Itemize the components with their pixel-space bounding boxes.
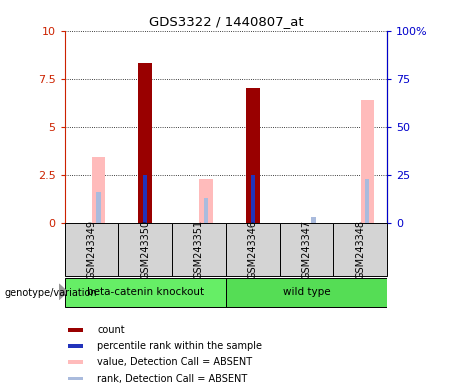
Text: wild type: wild type <box>283 287 331 297</box>
Title: GDS3322 / 1440807_at: GDS3322 / 1440807_at <box>148 15 303 28</box>
Bar <box>199 179 213 223</box>
Text: GSM243350: GSM243350 <box>140 220 150 279</box>
Text: GSM243348: GSM243348 <box>355 220 366 279</box>
Text: GSM243349: GSM243349 <box>86 220 96 279</box>
Bar <box>118 223 172 276</box>
Bar <box>68 328 83 332</box>
Bar <box>226 223 280 276</box>
Bar <box>138 63 152 223</box>
Bar <box>361 100 374 223</box>
Bar <box>251 175 255 223</box>
Bar <box>65 223 118 276</box>
Bar <box>92 157 105 223</box>
Bar <box>333 223 387 276</box>
Bar <box>280 223 333 276</box>
Text: genotype/variation: genotype/variation <box>5 288 97 298</box>
Text: GSM243347: GSM243347 <box>301 220 312 279</box>
Bar <box>311 217 316 223</box>
Bar <box>68 360 83 364</box>
Bar <box>246 88 260 223</box>
Polygon shape <box>59 284 67 300</box>
Bar <box>68 344 83 348</box>
Text: GSM243346: GSM243346 <box>248 220 258 279</box>
Bar <box>172 223 226 276</box>
Text: count: count <box>97 325 125 335</box>
Text: percentile rank within the sample: percentile rank within the sample <box>97 341 262 351</box>
Text: value, Detection Call = ABSENT: value, Detection Call = ABSENT <box>97 357 253 367</box>
Bar <box>96 192 100 223</box>
Bar <box>226 278 387 308</box>
Text: GSM243351: GSM243351 <box>194 220 204 279</box>
Bar <box>68 377 83 381</box>
Text: beta-catenin knockout: beta-catenin knockout <box>87 287 204 297</box>
Text: rank, Detection Call = ABSENT: rank, Detection Call = ABSENT <box>97 374 248 384</box>
Bar <box>365 179 369 223</box>
Bar <box>204 198 208 223</box>
Bar <box>65 278 226 308</box>
Bar <box>143 175 148 223</box>
